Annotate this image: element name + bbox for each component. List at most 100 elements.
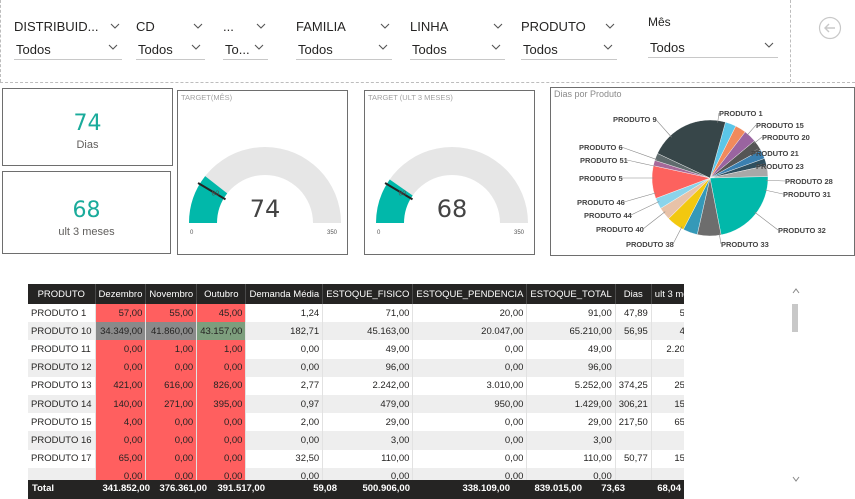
pie-leader-line <box>672 226 683 245</box>
chevron-down-icon[interactable] <box>764 40 774 50</box>
table-row[interactable]: PRODUTO 17 65,00 0,00 0,00 32,50 110,00 0,00 11… <box>28 449 684 468</box>
slicer-title: DISTRIBUID... <box>14 19 99 34</box>
table-row[interactable]: PRODUTO 12 0,00 0,00 0,00 0,00 96,00 0,00 96,00 <box>28 358 684 377</box>
slicer-dropdown[interactable]: Todos <box>521 38 617 60</box>
column-header[interactable]: ESTOQUE_FISICO <box>322 284 414 304</box>
column-header[interactable]: Novembro <box>145 284 198 304</box>
table-cell: 0,00 <box>95 358 147 377</box>
slicer-value: Todos <box>16 42 51 57</box>
table-cell: PRODUTO 10 <box>28 322 96 341</box>
table-row[interactable]: PRODUTO 11 0,00 1,00 1,00 0,00 49,00 0,00 49,00… <box>28 340 684 359</box>
pie-label: PRODUTO 44 <box>584 211 633 220</box>
table-cell: 45.163,00 <box>322 322 414 341</box>
chevron-down-icon[interactable] <box>491 42 501 52</box>
table-row[interactable]: PRODUTO 14 140,00 271,00 395,00 0,97 479,00 95… <box>28 394 684 414</box>
table-cell <box>651 431 684 450</box>
column-header[interactable]: ESTOQUE_TOTAL <box>526 284 616 304</box>
table-cell: 20,00 <box>412 304 528 323</box>
table-row[interactable]: PRODUTO 16 0,00 0,00 0,00 0,00 3,00 0,00 3,00 <box>28 431 684 450</box>
table-cell: 0,00 <box>245 358 324 377</box>
slicer-title: FAMILIA <box>296 19 346 34</box>
table-row[interactable]: PRODUTO 15 4,00 0,00 0,00 2,00 29,00 0,00 29,00… <box>28 413 684 432</box>
gauge-target-label: 60 <box>399 190 407 197</box>
scroll-up-icon[interactable] <box>790 286 802 296</box>
table-cell: 1,24 <box>245 304 324 323</box>
scroll-thumb[interactable] <box>792 304 798 332</box>
chevron-down-icon[interactable] <box>256 21 266 31</box>
slicer-dropdown[interactable]: To... <box>223 38 268 60</box>
column-header[interactable]: ESTOQUE_PENDENCIA <box>412 284 528 304</box>
table-scrollbar[interactable] <box>790 286 802 492</box>
column-header[interactable]: Dias <box>615 284 652 304</box>
pie-leader-line <box>746 124 757 136</box>
table-cell: 2,00 <box>245 413 324 432</box>
table-cell: 0,00 <box>196 358 247 377</box>
table-row[interactable]: PRODUTO 1 57,00 55,00 45,00 1,24 71,00 20,00 91… <box>28 304 684 323</box>
slicer-2: ... To... <box>223 19 268 65</box>
slicer-6: Mês Todos <box>648 15 778 61</box>
scroll-down-icon[interactable] <box>790 474 802 484</box>
gauge-max-label: 350 <box>327 230 338 236</box>
table-cell: 32,50 <box>245 449 324 468</box>
chevron-down-icon[interactable] <box>108 42 118 52</box>
gauge-chart: 68 60 0 350 <box>376 147 528 236</box>
column-header[interactable]: Demanda Média <box>245 284 324 304</box>
table-row[interactable]: 0,00 0,00 0,00 0,00 0,00 0,00 0,00 <box>28 467 684 486</box>
column-header[interactable]: ult 3 meses <box>651 284 684 304</box>
slicer-title: LINHA <box>410 19 449 34</box>
table-cell: 0,00 <box>145 431 198 450</box>
chevron-down-icon[interactable] <box>110 21 120 31</box>
slicer-dropdown[interactable]: Todos <box>648 36 778 58</box>
slicer-dropdown[interactable]: Todos <box>14 38 122 60</box>
chevron-down-icon[interactable] <box>603 42 613 52</box>
total-value: 376.361,00 <box>159 483 207 494</box>
table-cell: 253,72 <box>651 376 684 395</box>
pie-slice[interactable] <box>657 119 726 179</box>
slicer-title: ... <box>223 19 234 34</box>
table-cell: 395,00 <box>196 394 247 414</box>
chevron-down-icon[interactable] <box>493 21 503 31</box>
slicer-dropdown[interactable]: Todos <box>410 38 505 60</box>
slicer-dropdown[interactable]: Todos <box>296 38 392 60</box>
chevron-down-icon[interactable] <box>380 21 390 31</box>
pie-slice[interactable] <box>709 176 769 236</box>
pie-leader-line <box>623 192 657 203</box>
table-row[interactable]: PRODUTO 13 421,00 616,00 826,00 2,77 2.242,00… <box>28 376 684 395</box>
slicer-0: DISTRIBUID... Todos <box>14 19 122 65</box>
slicer-dropdown[interactable]: Todos <box>136 38 205 60</box>
table-cell: 0,00 <box>145 413 198 432</box>
pie-leader-line <box>630 201 660 216</box>
table-cell: 159,57 <box>651 394 684 414</box>
gauge-title: TARGET(MÊS) <box>181 93 233 102</box>
pie-leader-line <box>765 179 786 182</box>
table-cell: 3,00 <box>322 431 414 450</box>
table-cell: 0,00 <box>245 340 324 359</box>
chevron-down-icon[interactable] <box>378 42 388 52</box>
total-value: 73,63 <box>601 483 625 494</box>
pie-title: Dias por Produto <box>554 89 622 99</box>
table-cell: 1,00 <box>196 340 247 359</box>
column-header[interactable]: Dezembro <box>95 284 147 304</box>
kpi-card-ult-3-meses: 68 ult 3 meses <box>2 171 171 254</box>
table-cell: 2.242,00 <box>322 376 414 395</box>
column-header[interactable]: PRODUTO <box>28 284 96 304</box>
table-cell: 479,00 <box>322 394 414 414</box>
table-cell: PRODUTO 15 <box>28 413 96 432</box>
pie-leader-line <box>755 163 765 167</box>
chevron-down-icon[interactable] <box>254 42 264 52</box>
chevron-down-icon[interactable] <box>605 21 615 31</box>
chevron-down-icon[interactable] <box>193 21 203 31</box>
column-header[interactable]: Outubro <box>196 284 247 304</box>
table-cell: 140,00 <box>95 394 147 414</box>
pie-leader-line <box>718 233 722 245</box>
table-cell: 306,21 <box>615 394 652 414</box>
slicer-value: Todos <box>650 40 685 55</box>
pie-leader-line <box>642 211 666 230</box>
gauge-min-label: 0 <box>377 230 381 236</box>
gauge-value: 68 <box>437 195 468 223</box>
chevron-down-icon[interactable] <box>191 42 201 52</box>
table-row[interactable]: PRODUTO 10 34.349,00 41.860,00 43.157,00 182… <box>28 322 684 341</box>
back-arrow-icon <box>818 16 842 40</box>
pie-label: PRODUTO 32 <box>778 226 826 235</box>
back-button[interactable] <box>818 16 842 40</box>
